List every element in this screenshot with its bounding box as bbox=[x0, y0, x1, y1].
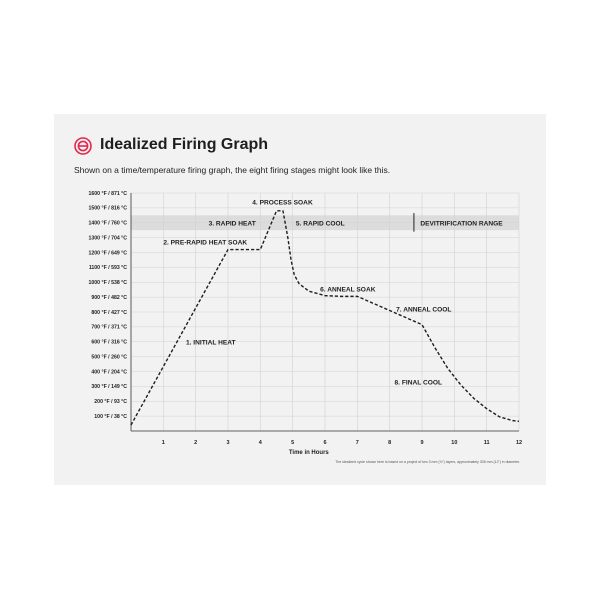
stage-annotation: 8. FINAL COOL bbox=[395, 379, 443, 386]
stage-annotation: 7. ANNEAL COOL bbox=[396, 307, 451, 314]
stage-annotation: 6. ANNEAL SOAK bbox=[320, 286, 376, 293]
stage-annotation: 4. PROCESS SOAK bbox=[252, 199, 313, 206]
x-tick-label: 9 bbox=[420, 440, 423, 446]
stage-annotation: 3. RAPID HEAT bbox=[209, 220, 256, 227]
x-tick-label: 6 bbox=[323, 440, 326, 446]
y-tick-label: 400 °F / 204 °C bbox=[91, 369, 127, 375]
y-tick-label: 1300 °F / 704 °C bbox=[89, 235, 128, 241]
x-tick-label: 3 bbox=[226, 440, 229, 446]
y-tick-label: 800 °F / 427 °C bbox=[91, 310, 127, 316]
stage-annotation: 1. INITIAL HEAT bbox=[186, 339, 236, 346]
x-tick-label: 8 bbox=[388, 440, 391, 446]
x-tick-label: 10 bbox=[451, 440, 457, 446]
y-tick-label: 600 °F / 316 °C bbox=[91, 340, 127, 346]
firing-curve-line bbox=[130, 210, 520, 426]
x-tick-label: 2 bbox=[194, 440, 197, 446]
x-tick-label: 11 bbox=[484, 440, 490, 446]
y-tick-label: 500 °F / 260 °C bbox=[91, 354, 127, 360]
y-tick-label: 300 °F / 149 °C bbox=[91, 384, 127, 390]
bullseye-logo-icon bbox=[74, 137, 92, 155]
x-tick-label: 12 bbox=[516, 440, 522, 446]
y-tick-label: 200 °F / 93 °C bbox=[94, 399, 127, 405]
x-tick-label: 1 bbox=[162, 440, 165, 446]
graph-card bbox=[54, 114, 546, 485]
x-tick-label: 4 bbox=[259, 440, 263, 446]
page-title: Idealized Firing Graph bbox=[100, 136, 269, 153]
stage-annotation: 2. PRE-RAPID HEAT SOAK bbox=[163, 240, 247, 247]
page-subtitle: Shown on a time/temperature firing graph… bbox=[74, 165, 391, 175]
y-tick-label: 1500 °F / 816 °C bbox=[89, 206, 128, 212]
y-tick-label: 1000 °F / 538 °C bbox=[89, 280, 128, 286]
y-tick-label: 700 °F / 371 °C bbox=[91, 325, 127, 331]
footnote: The idealized cycle shown here is based … bbox=[335, 460, 520, 464]
x-tick-label: 7 bbox=[356, 440, 359, 446]
y-tick-label: 1400 °F / 760 °C bbox=[89, 221, 128, 227]
y-tick-label: 100 °F / 38 °C bbox=[94, 414, 127, 420]
y-tick-label: 1100 °F / 593 °C bbox=[89, 265, 127, 271]
stage-annotation: DEVITRIFICATION RANGE bbox=[420, 220, 503, 227]
y-tick-label: 1200 °F / 649 °C bbox=[89, 250, 128, 256]
stage-annotation: 5. RAPID COOL bbox=[296, 220, 345, 227]
x-tick-label: 5 bbox=[291, 440, 294, 446]
x-axis-label: Time in Hours bbox=[289, 450, 330, 456]
y-tick-label: 900 °F / 482 °C bbox=[91, 295, 127, 301]
y-tick-label: 1600 °F / 871 °C bbox=[89, 191, 128, 197]
